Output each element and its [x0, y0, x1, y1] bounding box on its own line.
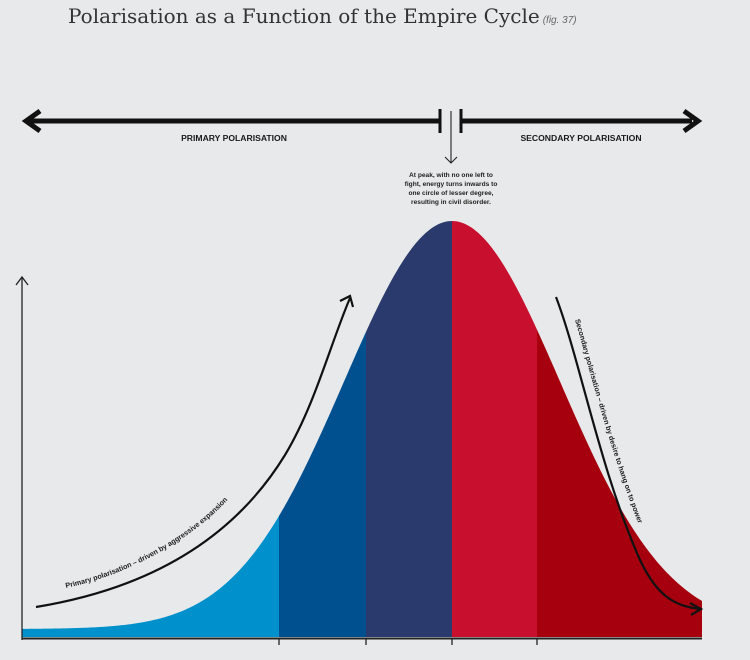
left-arrowhead — [21, 108, 42, 134]
phase-arrows — [21, 108, 703, 134]
falling-arrow — [554, 296, 701, 611]
primary-polarisation-label: PRIMARY POLARISATION — [181, 133, 287, 143]
curve-segment-5 — [537, 221, 702, 637]
right-arrowhead — [682, 108, 703, 134]
peak-note-line: one circle of lesser degree, — [408, 190, 493, 197]
rising-arrowhead — [339, 294, 355, 308]
falling-arrowhead — [689, 602, 704, 616]
peak-note-line: resulting in civil disorder. — [411, 199, 491, 206]
rising-arrow — [35, 297, 352, 609]
curve-segment-2 — [279, 221, 366, 637]
peak-pointer — [444, 111, 458, 164]
y-axis-arrowhead — [15, 275, 29, 286]
peak-note-line: fight, energy turns inwards to — [405, 181, 498, 188]
curve-segment-3 — [366, 221, 452, 637]
chart-title: Polarisation as a Function of the Empire… — [68, 4, 577, 28]
peak-note-line: At peak, with no one left to — [409, 172, 493, 179]
figure-number: (fig. 37) — [542, 15, 577, 26]
axes — [15, 275, 702, 645]
secondary-polarisation-label: SECONDARY POLARISATION — [520, 133, 641, 143]
curve-segment-1 — [22, 221, 279, 637]
title-text: Polarisation as a Function of the Empire… — [68, 4, 540, 28]
curve-segment-4 — [452, 221, 537, 637]
